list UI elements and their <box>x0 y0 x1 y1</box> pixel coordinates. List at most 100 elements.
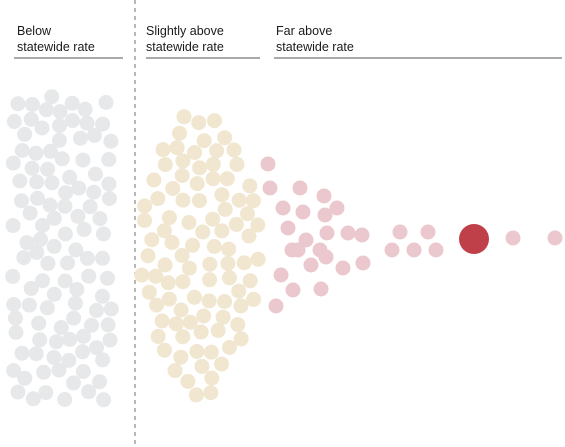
point-far-above <box>384 242 400 258</box>
point-below <box>23 111 39 127</box>
point-below <box>6 363 22 378</box>
point-slightly-above <box>250 251 266 267</box>
point-slightly-above <box>149 297 165 313</box>
point-below <box>95 250 110 266</box>
point-far-above <box>285 282 301 298</box>
point-below <box>24 97 40 112</box>
point-slightly-above <box>203 344 219 360</box>
group-label-far-above-line2: statewide rate <box>276 40 354 54</box>
point-slightly-above <box>250 217 266 233</box>
point-slightly-above <box>192 160 208 176</box>
point-below <box>96 226 111 242</box>
point-below <box>58 185 74 201</box>
point-slightly-above <box>222 339 237 355</box>
point-slightly-above <box>174 168 190 183</box>
point-below <box>69 282 85 297</box>
point-slightly-above <box>214 356 229 372</box>
point-slightly-above <box>226 142 242 158</box>
point-below <box>14 143 30 158</box>
point-slightly-above <box>221 241 237 257</box>
point-below <box>52 118 67 134</box>
point-far-above <box>340 225 356 241</box>
point-below <box>40 255 56 271</box>
point-far-above <box>275 200 291 216</box>
point-slightly-above <box>207 113 222 129</box>
point-slightly-above <box>220 256 236 271</box>
point-slightly-above <box>154 313 170 329</box>
point-slightly-above <box>205 171 221 187</box>
point-far-above <box>335 260 351 276</box>
point-slightly-above <box>141 284 157 300</box>
point-slightly-above <box>169 140 185 156</box>
point-slightly-above <box>156 223 172 239</box>
point-below <box>48 334 64 350</box>
point-slightly-above <box>231 192 247 208</box>
point-below <box>92 374 108 390</box>
point-below <box>57 198 73 214</box>
point-slightly-above <box>175 329 191 345</box>
point-below <box>6 297 22 312</box>
point-slightly-above <box>217 294 233 309</box>
point-below <box>29 244 45 260</box>
point-far-above <box>262 180 278 196</box>
point-slightly-above <box>228 216 244 232</box>
point-below <box>88 166 103 182</box>
group-label-below-line1: Below <box>17 24 52 38</box>
point-below <box>57 392 73 407</box>
point-below <box>53 320 69 335</box>
point-slightly-above <box>205 156 221 172</box>
point-below <box>103 301 119 317</box>
point-slightly-above <box>196 133 212 149</box>
point-below <box>46 350 62 365</box>
point-below <box>103 133 119 149</box>
point-below <box>70 208 86 224</box>
point-below <box>44 89 60 105</box>
point-below <box>38 385 54 401</box>
point-far-above <box>280 220 296 236</box>
point-below <box>100 317 116 333</box>
point-below <box>35 218 51 233</box>
point-below <box>10 384 26 400</box>
point-slightly-above <box>150 328 166 344</box>
point-far-above <box>319 225 335 241</box>
point-below <box>44 175 60 191</box>
point-slightly-above <box>157 257 173 273</box>
point-far-above <box>318 249 334 265</box>
point-slightly-above <box>181 215 197 230</box>
point-slightly-above <box>165 181 181 196</box>
point-below <box>51 362 67 378</box>
point-slightly-above <box>201 293 217 309</box>
point-far-above <box>355 255 371 271</box>
point-below <box>66 310 82 326</box>
point-below <box>95 352 111 368</box>
point-below <box>89 340 104 356</box>
point-below <box>39 300 55 316</box>
point-below <box>23 280 39 296</box>
point-far-above <box>260 156 276 172</box>
point-below <box>43 143 58 159</box>
point-slightly-above <box>137 212 152 228</box>
point-below <box>92 211 108 227</box>
point-below <box>31 315 47 331</box>
point-below <box>75 344 90 360</box>
point-far-above <box>329 200 345 216</box>
point-slightly-above <box>144 232 160 248</box>
point-below <box>82 199 98 215</box>
point-below <box>86 184 102 200</box>
point-below <box>100 270 115 286</box>
point-below <box>68 242 84 258</box>
point-highlight <box>459 224 489 254</box>
point-slightly-above <box>191 115 207 131</box>
point-below <box>29 174 45 190</box>
point-below <box>33 231 48 247</box>
point-slightly-above <box>215 309 231 325</box>
point-below <box>38 102 54 118</box>
point-slightly-above <box>242 178 258 194</box>
point-below <box>94 288 110 304</box>
point-slightly-above <box>214 223 230 239</box>
point-slightly-above <box>196 308 212 324</box>
point-slightly-above <box>204 370 220 386</box>
point-slightly-above <box>203 385 219 401</box>
point-below <box>32 332 48 348</box>
